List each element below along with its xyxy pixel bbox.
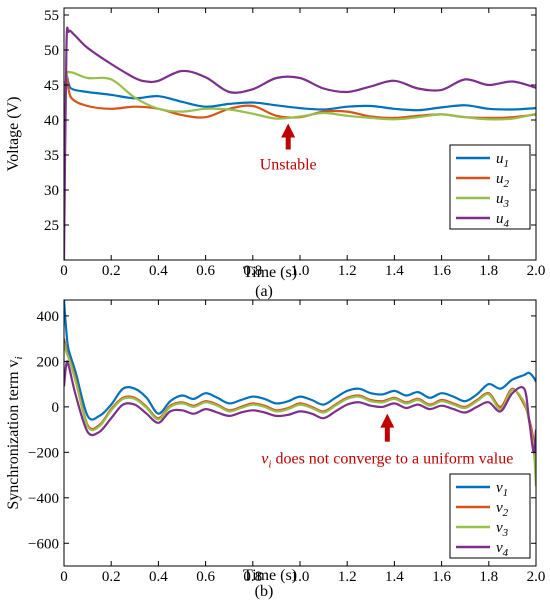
annotation: vi does not converge to a uniform value — [261, 413, 513, 471]
y-tick-label: −400 — [28, 491, 59, 507]
panel-caption: (a) — [255, 283, 273, 300]
x-tick-label: 0.2 — [102, 263, 121, 279]
series-line-v3 — [64, 342, 536, 487]
series-line-u1 — [64, 75, 536, 128]
x-tick-label: 0.6 — [196, 569, 215, 585]
y-tick-label: 200 — [37, 354, 60, 370]
series-line-v4 — [64, 360, 536, 454]
y-tick-label: 35 — [44, 148, 59, 164]
y-tick-label: 25 — [44, 218, 59, 234]
y-axis-label: Synchronization term vi — [5, 356, 25, 509]
x-tick-label: 1.4 — [385, 263, 404, 279]
y-tick-label: −600 — [28, 536, 59, 552]
annotation-arrow-head — [281, 123, 296, 138]
x-tick-label: 1.6 — [432, 569, 451, 585]
x-tick-label: 2.0 — [527, 569, 546, 585]
x-tick-label: 1.2 — [338, 263, 357, 279]
y-tick-label: 50 — [44, 43, 59, 59]
x-tick-label: 1.6 — [432, 263, 451, 279]
x-tick-label: 1.4 — [385, 569, 404, 585]
legend-label-u4: u4 — [496, 211, 510, 230]
legend-label-v1: v1 — [496, 480, 508, 499]
x-axis-label: Time (s) — [243, 567, 297, 584]
x-tick-label: 0.6 — [196, 263, 215, 279]
x-axis-label: Time (s) — [243, 264, 297, 281]
y-tick-label: 30 — [44, 183, 59, 199]
y-tick-label: 55 — [44, 8, 59, 24]
annotation-text: vi does not converge to a uniform value — [261, 451, 513, 471]
legend-label-v4: v4 — [496, 540, 509, 559]
x-tick-label: 1.8 — [479, 263, 498, 279]
y-axis-label: Voltage (V) — [5, 97, 22, 172]
x-tick-label: 0.4 — [149, 569, 168, 585]
y-tick-label: −200 — [28, 445, 59, 461]
x-tick-label: 1.0 — [291, 569, 310, 585]
x-tick-label: 2.0 — [527, 263, 546, 279]
x-tick-label: 0.4 — [149, 263, 168, 279]
x-tick-label: 0.8 — [243, 569, 262, 585]
chart-panel-b: 0 0.2 0.4 0.6 0.8 1.0 1.2 1.4 1.6 1.8 2.0 −600 −400 −… — [5, 299, 546, 600]
legend-label-u1: u1 — [496, 151, 509, 170]
series-line-u3 — [64, 70, 536, 128]
annotation: Unstable — [260, 123, 317, 174]
series-group — [64, 300, 536, 487]
x-tick-label: 1.0 — [291, 263, 310, 279]
panel-caption: (b) — [255, 583, 274, 600]
series-group — [64, 26, 536, 260]
series-line-v1 — [64, 300, 536, 421]
chart-panel-a: 0 0.2 0.4 0.6 0.8 1.0 1.2 1.4 1.6 1.8 2.0 25 30 35 40 4… — [5, 7, 546, 300]
series-line-u4 — [64, 26, 536, 260]
x-tick-label: 0.8 — [243, 263, 262, 279]
x-tick-label: 0 — [60, 263, 68, 279]
legend-label-v3: v3 — [496, 520, 509, 539]
annotation-text: Unstable — [260, 157, 317, 174]
x-tick-label: 1.2 — [338, 569, 357, 585]
legend-label-v2: v2 — [496, 500, 509, 519]
y-tick-label: 400 — [37, 309, 60, 325]
y-tick-label: 40 — [44, 113, 59, 129]
x-tick-label: 0 — [60, 569, 68, 585]
legend-label-u3: u3 — [496, 191, 510, 210]
series-line-u2 — [64, 76, 536, 128]
y-tick-label: 45 — [44, 78, 59, 94]
x-tick-label: 0.2 — [102, 569, 121, 585]
y-tick-label: 0 — [52, 400, 60, 416]
annotation-arrow-head — [380, 413, 395, 428]
legend-label-u2: u2 — [496, 171, 510, 190]
x-tick-label: 1.8 — [479, 569, 498, 585]
